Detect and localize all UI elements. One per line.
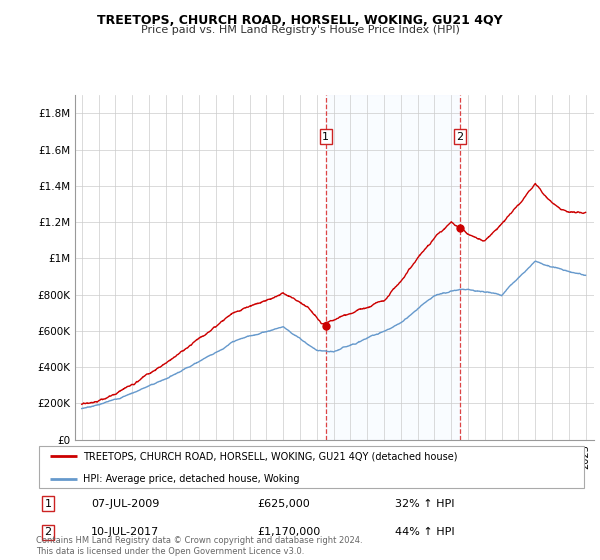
Text: TREETOPS, CHURCH ROAD, HORSELL, WOKING, GU21 4QY (detached house): TREETOPS, CHURCH ROAD, HORSELL, WOKING, …	[83, 451, 457, 461]
Text: 1: 1	[44, 499, 52, 509]
Text: Contains HM Land Registry data © Crown copyright and database right 2024.
This d: Contains HM Land Registry data © Crown c…	[36, 536, 362, 556]
Text: HPI: Average price, detached house, Woking: HPI: Average price, detached house, Woki…	[83, 474, 299, 483]
Text: 2: 2	[44, 528, 52, 537]
Text: 10-JUL-2017: 10-JUL-2017	[91, 528, 160, 537]
Text: £625,000: £625,000	[257, 499, 310, 509]
Text: Price paid vs. HM Land Registry's House Price Index (HPI): Price paid vs. HM Land Registry's House …	[140, 25, 460, 35]
Text: 1: 1	[322, 132, 329, 142]
Text: TREETOPS, CHURCH ROAD, HORSELL, WOKING, GU21 4QY: TREETOPS, CHURCH ROAD, HORSELL, WOKING, …	[97, 14, 503, 27]
Text: 2: 2	[457, 132, 464, 142]
Text: 07-JUL-2009: 07-JUL-2009	[91, 499, 160, 509]
Bar	[326, 95, 460, 440]
Text: 44% ↑ HPI: 44% ↑ HPI	[395, 528, 454, 537]
FancyBboxPatch shape	[39, 446, 584, 488]
Text: 32% ↑ HPI: 32% ↑ HPI	[395, 499, 454, 509]
Text: £1,170,000: £1,170,000	[257, 528, 320, 537]
